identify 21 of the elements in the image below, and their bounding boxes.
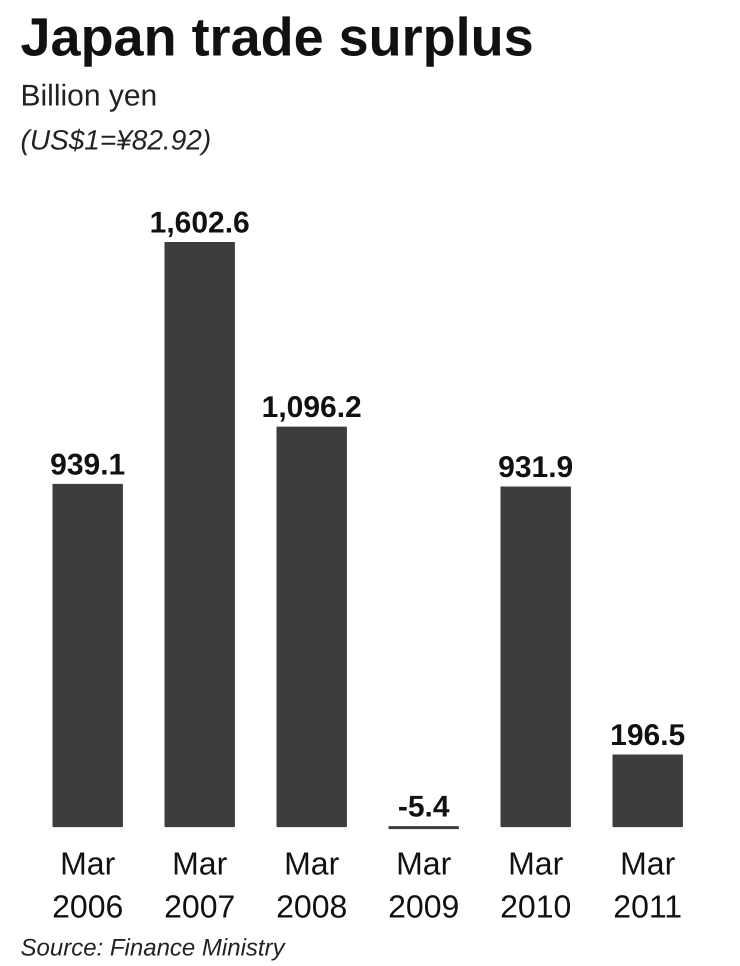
data-label: 939.1	[50, 448, 126, 482]
data-label: 196.5	[610, 719, 686, 752]
data-label: 931.9	[498, 451, 574, 484]
data-label: 1,602.6	[150, 206, 250, 240]
x-tick-label: Mar 2008	[276, 846, 348, 925]
bar	[500, 486, 571, 828]
data-label: -5.4	[398, 790, 450, 824]
x-tick-label: Mar 2006	[52, 846, 124, 925]
source-note: Source: Finance Ministry	[20, 934, 287, 962]
x-tick-label: Mar 2007	[164, 846, 236, 925]
x-tick-label: Mar 2009	[388, 846, 460, 925]
chart-subtitle: Billion yen	[20, 80, 158, 112]
x-tick-label: Mar 2011	[613, 846, 682, 925]
chart-title: Japan trade surplus	[20, 8, 534, 68]
x-tick-label: Mar 2010	[500, 846, 572, 925]
text: (US$1=¥82.92)	[20, 124, 212, 156]
bar	[612, 754, 683, 828]
bar	[276, 426, 347, 828]
bar	[164, 242, 235, 828]
data-label: 1,096.2	[262, 391, 362, 424]
bar	[52, 484, 123, 828]
